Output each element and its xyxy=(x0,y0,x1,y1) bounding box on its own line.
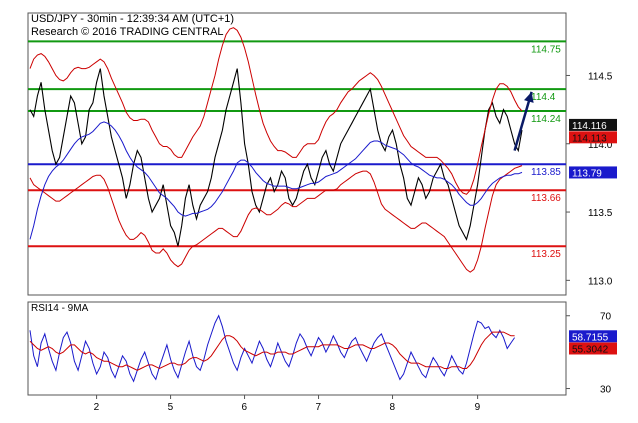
chart-title: USD/JPY - 30min - 12:39:34 AM (UTC+1) xyxy=(31,13,234,25)
rsi-line xyxy=(29,314,516,383)
rsi-ma-value-tag-box xyxy=(569,342,617,355)
rsi-y-ticks: 70 30 xyxy=(566,312,612,396)
x-tick-label: 5 xyxy=(168,402,174,413)
upper-band-line xyxy=(29,27,523,195)
rsi-tick-label: 30 xyxy=(600,385,612,396)
rsi-panel-title: RSI14 - 9MA xyxy=(31,303,89,314)
forecast-arrow-head xyxy=(524,91,534,103)
x-tick-label: 8 xyxy=(390,402,396,413)
support-resistance-levels: 114.75 114.4 114.24 113.85 113.66 113.25 xyxy=(28,40,566,260)
level-label: 114.4 xyxy=(531,92,556,103)
x-axis-ticks: 2 5 6 7 8 9 xyxy=(94,395,481,413)
current-price-tag-text: 114.116 xyxy=(572,121,607,132)
x-tick-label: 6 xyxy=(242,402,248,413)
level-label: 113.25 xyxy=(531,249,561,260)
price-panel-frame xyxy=(27,12,567,296)
price-line xyxy=(29,68,523,247)
current-price-tag-box xyxy=(569,118,617,131)
price-tick-label: 114.5 xyxy=(588,71,613,82)
level-label: 114.75 xyxy=(531,44,561,55)
ma-value-tag-text: 113.79 xyxy=(572,168,602,179)
bid-price-tag-text: 114.113 xyxy=(572,133,607,144)
price-tick-label: 113.0 xyxy=(588,276,613,287)
forecast-arrow-group xyxy=(513,91,534,151)
price-tick-label: 114.0 xyxy=(588,140,613,151)
lower-band-line xyxy=(29,165,523,273)
rsi-value-tag-box xyxy=(569,330,617,343)
price-series-group xyxy=(29,27,523,273)
chart-copyright: Research © 2016 TRADING CENTRAL xyxy=(31,26,224,38)
rsi-panel-frame xyxy=(27,301,567,396)
moving-average-line xyxy=(29,121,523,240)
x-tick-label: 7 xyxy=(316,402,322,413)
forecast-arrow-shaft xyxy=(513,91,533,151)
bid-price-tag-box xyxy=(569,131,617,144)
rsi-series-group xyxy=(29,314,516,383)
x-tick-label: 2 xyxy=(94,402,100,413)
rsi-tick-label: 70 xyxy=(600,312,612,323)
rsi-value-tag-text: 58.7155 xyxy=(572,332,609,343)
level-label: 114.24 xyxy=(531,114,561,125)
price-tick-label: 113.5 xyxy=(588,208,613,219)
rsi-ma-line xyxy=(29,331,515,371)
ma-value-tag-box xyxy=(569,166,617,179)
level-label: 113.66 xyxy=(531,193,561,204)
rsi-ma-value-tag-text: 55.3042 xyxy=(572,344,609,355)
x-tick-label: 9 xyxy=(475,402,481,413)
level-label: 113.85 xyxy=(531,167,561,178)
price-y-ticks: 114.5 114.0 113.5 113.0 xyxy=(566,71,613,287)
